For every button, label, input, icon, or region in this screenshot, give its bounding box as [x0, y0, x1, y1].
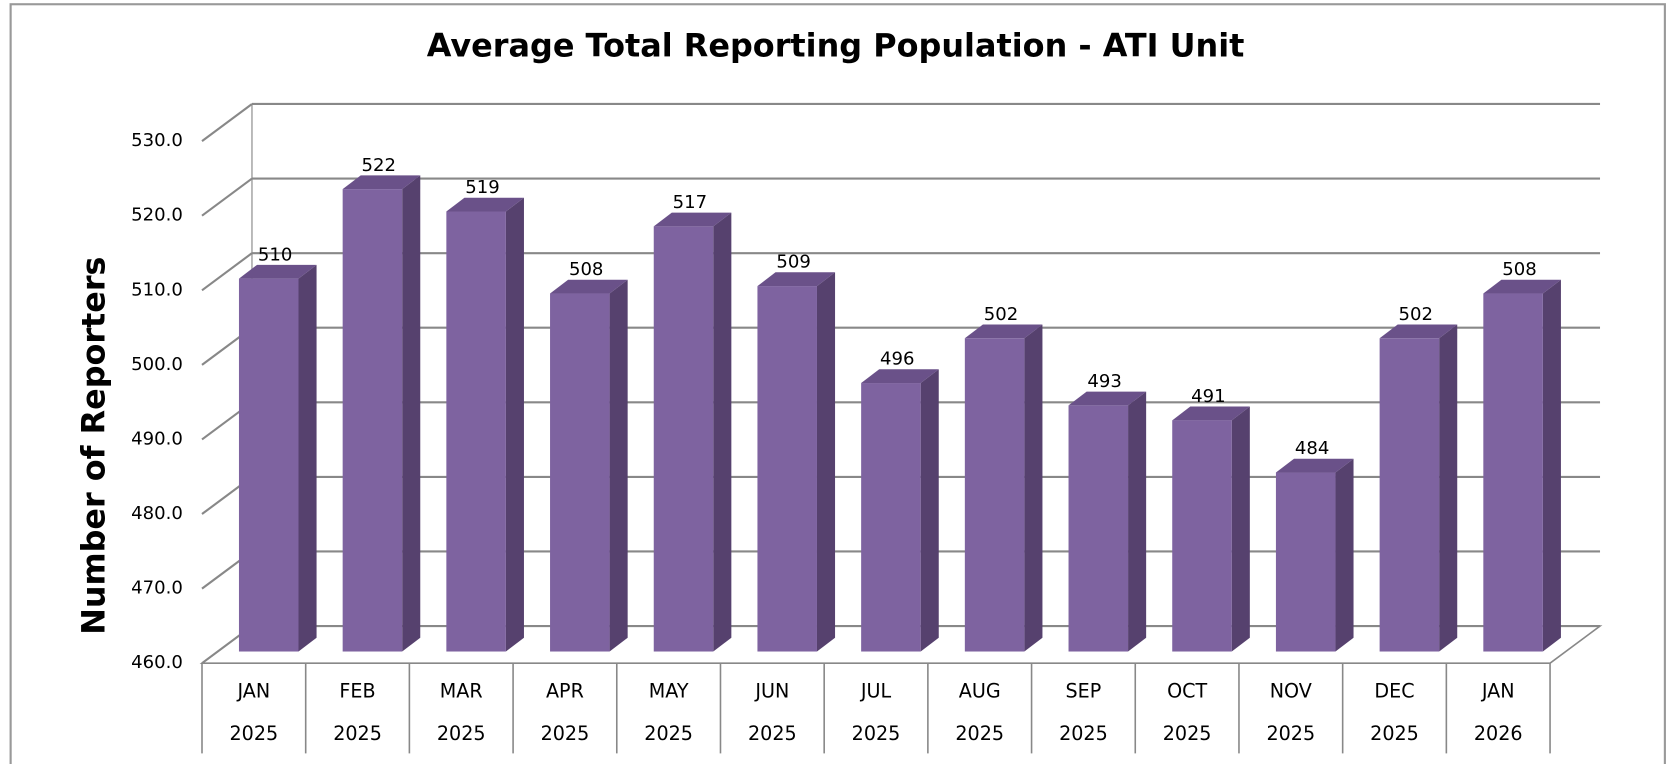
- y-axis-label: Number of Reporters: [75, 257, 113, 635]
- bar: [1379, 338, 1440, 652]
- x-tick-label: 2025: [333, 722, 382, 745]
- bar-side: [1024, 324, 1043, 652]
- x-tick-label: OCT: [1167, 679, 1207, 702]
- bar-side: [713, 212, 732, 652]
- x-tick-label: 2025: [1163, 722, 1212, 745]
- value-label: 502: [1399, 304, 1433, 325]
- bar-side: [402, 175, 421, 652]
- bar: [238, 278, 299, 652]
- y-tick-label: 530.0: [131, 130, 183, 151]
- bar-top: [757, 272, 836, 287]
- bar-side: [609, 279, 628, 652]
- bar: [964, 338, 1025, 652]
- x-tick-label: JAN: [1481, 679, 1515, 702]
- bar-side: [1231, 406, 1250, 652]
- value-label: 502: [984, 304, 1018, 325]
- bar-side: [920, 369, 939, 652]
- bar-top: [653, 212, 732, 227]
- y-tick-label: 490.0: [131, 428, 183, 449]
- bar-top: [1172, 406, 1250, 421]
- x-tick-label: JAN: [236, 679, 270, 702]
- x-tick-label: AUG: [959, 679, 1001, 702]
- bar: [1483, 293, 1543, 652]
- x-tick-label: DEC: [1374, 679, 1414, 702]
- x-tick-label: 2025: [748, 722, 797, 745]
- value-label: 522: [362, 155, 396, 176]
- bar: [1068, 405, 1129, 652]
- bar: [550, 293, 610, 652]
- bar-side: [1128, 391, 1147, 652]
- bar: [1275, 472, 1336, 652]
- x-tick-label: MAY: [649, 679, 689, 702]
- x-tick-label: SEP: [1066, 679, 1102, 702]
- bar-side: [1335, 458, 1354, 652]
- bar-top: [238, 264, 317, 279]
- bar-side: [505, 197, 524, 652]
- x-tick-label: APR: [546, 679, 584, 702]
- bar-top: [1275, 458, 1354, 473]
- value-label: 519: [465, 177, 499, 198]
- value-label: 508: [1502, 259, 1536, 280]
- bar-top: [550, 279, 628, 294]
- value-label: 510: [258, 244, 292, 265]
- x-tick-label: 2025: [644, 722, 693, 745]
- bar-side: [298, 264, 317, 652]
- value-label: 496: [880, 349, 914, 370]
- bar-top: [964, 324, 1043, 339]
- bar-top: [446, 197, 524, 212]
- bar-top: [342, 175, 421, 190]
- bar: [653, 226, 714, 652]
- bar: [757, 286, 817, 652]
- y-tick-label: 470.0: [131, 578, 183, 599]
- value-label: 508: [569, 259, 603, 280]
- x-tick-label: JUL: [860, 679, 892, 702]
- grid-line-side: [201, 177, 253, 217]
- bar: [861, 383, 921, 652]
- y-tick-label: 480.0: [131, 503, 183, 524]
- x-tick-label: 2025: [1266, 722, 1315, 745]
- x-tick-label: NOV: [1270, 679, 1312, 702]
- bar-top: [1379, 324, 1458, 339]
- bar: [1172, 420, 1232, 652]
- bar-side: [1439, 324, 1458, 652]
- bar: [342, 189, 403, 652]
- x-tick-label: MAR: [440, 679, 483, 702]
- x-tick-label: 2025: [437, 722, 486, 745]
- x-tick-label: 2025: [230, 722, 279, 745]
- x-tick-label: FEB: [339, 679, 375, 702]
- x-tick-label: 2025: [541, 722, 590, 745]
- grid-line-side: [201, 103, 253, 142]
- x-tick-label: JUN: [754, 679, 789, 702]
- bar-side: [816, 272, 836, 652]
- y-tick-label: 510.0: [131, 279, 183, 300]
- value-label: 493: [1087, 371, 1121, 392]
- bar-top: [861, 369, 939, 384]
- value-label: 517: [673, 192, 707, 213]
- y-tick-label: 460.0: [131, 652, 183, 673]
- y-tick-label: 520.0: [131, 205, 183, 226]
- bar: [446, 211, 506, 652]
- bar-top: [1483, 279, 1561, 294]
- chart-title: Average Total Reporting Population - ATI…: [427, 27, 1245, 65]
- value-label: 509: [776, 252, 810, 273]
- value-label: 484: [1295, 438, 1329, 459]
- grid-line-side: [201, 252, 253, 292]
- x-tick-label: 2026: [1474, 722, 1523, 745]
- bar-top: [1068, 391, 1147, 406]
- x-tick-label: 2025: [955, 722, 1004, 745]
- x-tick-label: 2025: [852, 722, 901, 745]
- bar-side: [1542, 279, 1561, 652]
- value-label: 491: [1191, 386, 1225, 407]
- x-tick-label: 2025: [1370, 722, 1419, 745]
- x-tick-label: 2025: [1059, 722, 1108, 745]
- y-tick-label: 500.0: [131, 354, 183, 375]
